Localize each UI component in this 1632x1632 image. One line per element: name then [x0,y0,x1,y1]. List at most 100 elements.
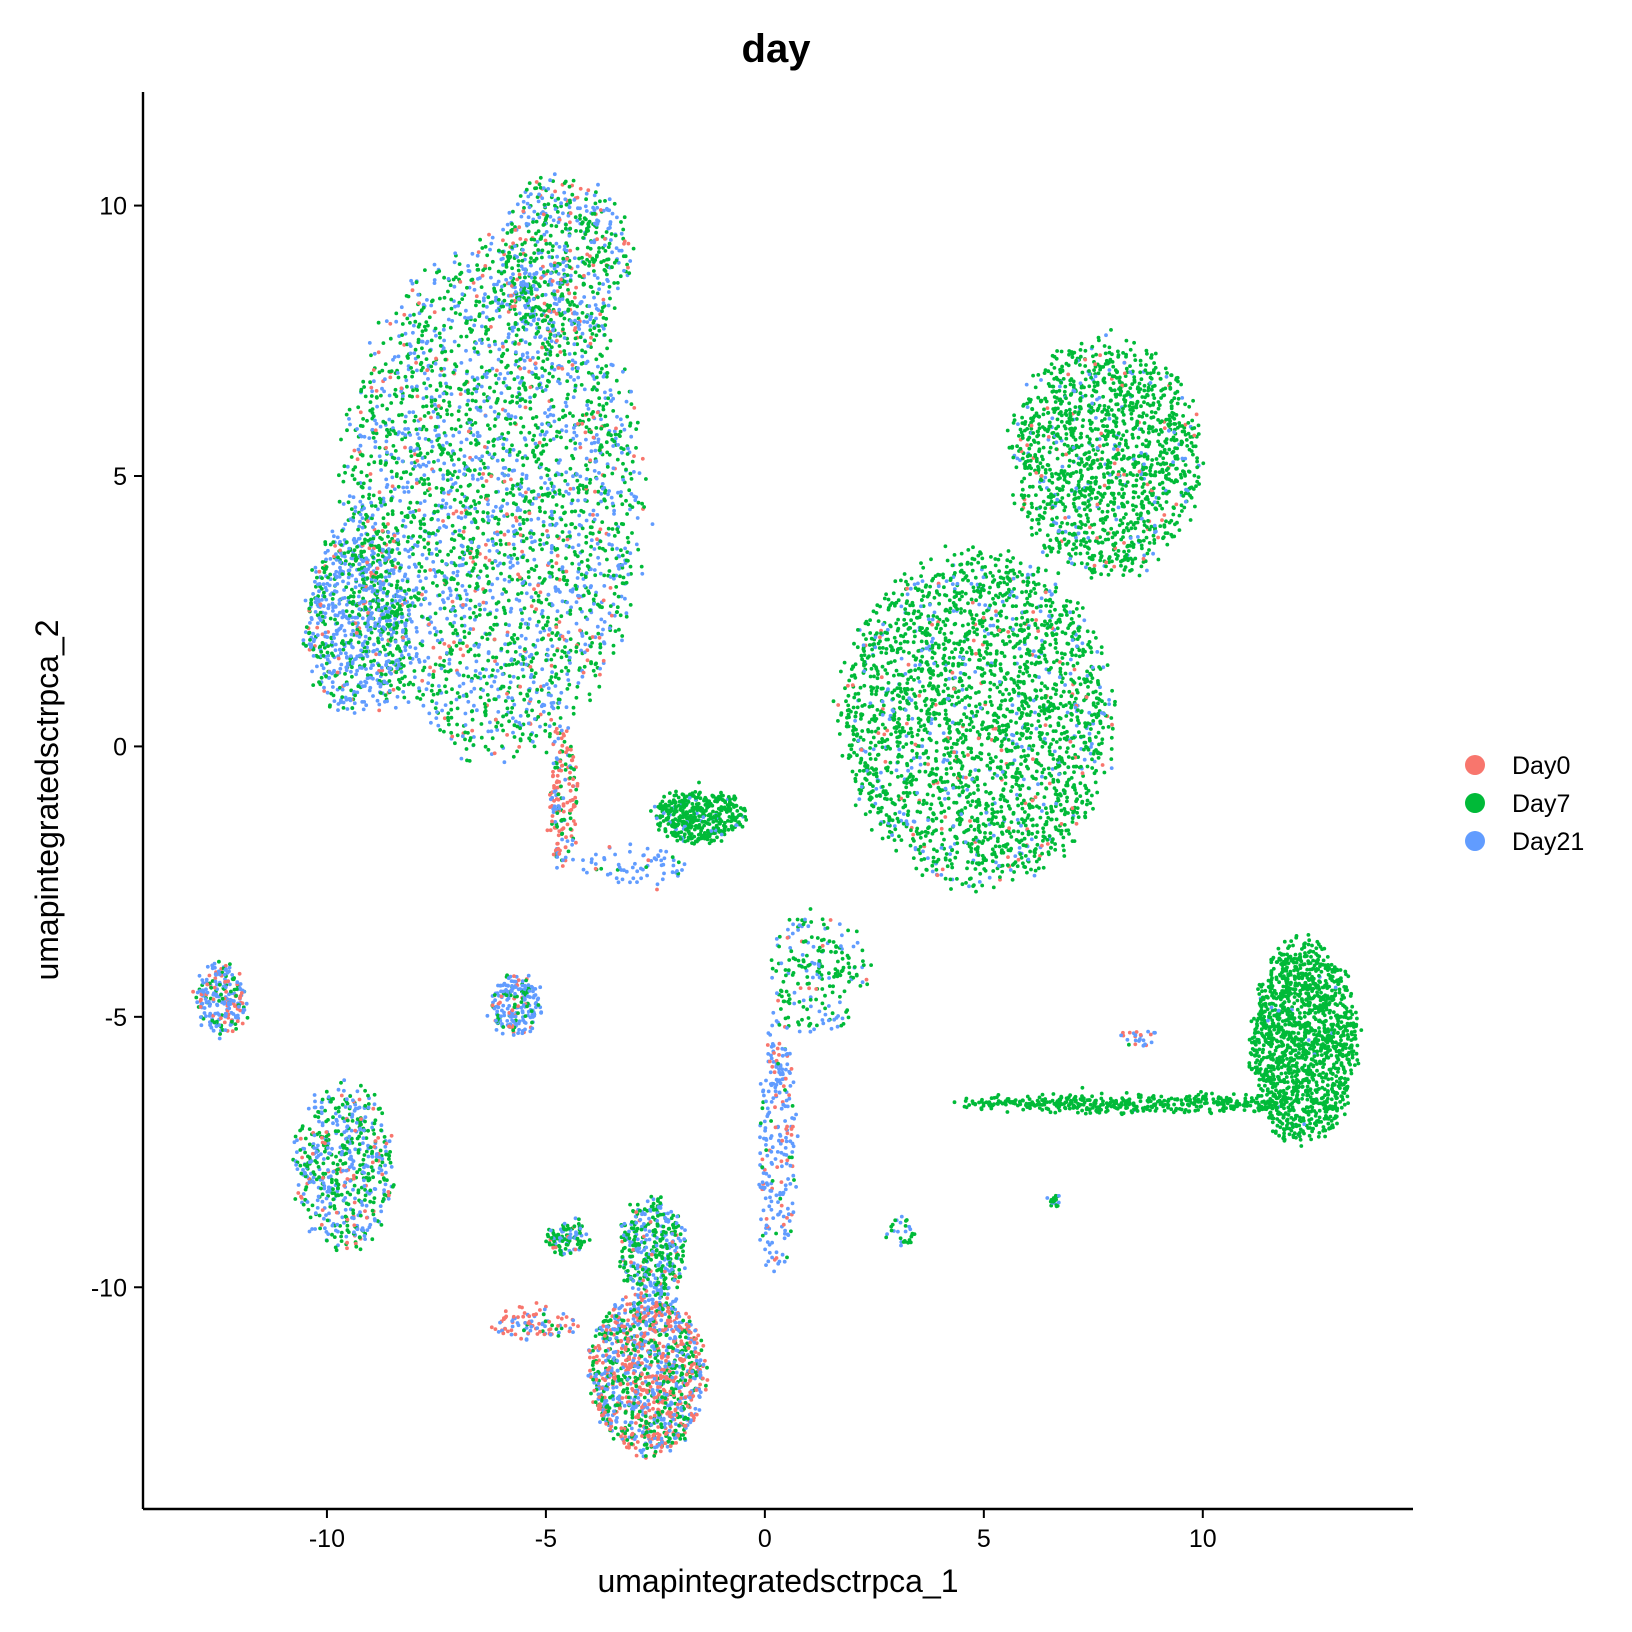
data-point-day21 [434,333,438,338]
data-point-day7 [396,644,400,649]
data-point-day7 [448,650,453,655]
data-point-day21 [356,594,361,599]
data-point-day21 [416,463,421,468]
data-point-day7 [511,209,515,214]
data-point-day21 [482,298,486,303]
data-point-day7 [523,291,528,295]
data-point-day7 [602,333,607,337]
data-point-day21 [463,588,468,593]
data-point-day21 [309,617,314,622]
data-point-day7 [567,359,571,364]
data-point-day0 [557,620,562,624]
data-point-day7 [390,660,395,665]
data-point-day7 [475,267,480,272]
data-point-day21 [580,331,585,336]
data-point-day7 [516,592,520,596]
data-point-day21 [421,703,426,708]
data-point-day21 [397,598,402,603]
data-point-day7 [592,211,597,216]
data-point-day21 [414,586,419,590]
data-point-day7 [406,356,410,360]
data-point-day21 [587,304,592,309]
data-point-day7 [466,468,470,472]
data-point-day7 [1109,747,1114,751]
data-point-day21 [444,525,449,529]
data-point-day7 [528,546,533,550]
data-point-day7 [577,666,582,670]
data-point-day7 [466,674,471,679]
data-point-day7 [362,581,366,585]
data-point-day7 [359,387,364,392]
data-point-day7 [600,305,605,310]
data-point-day21 [469,689,474,694]
data-point-day7 [516,268,521,273]
data-point-day0 [373,428,378,433]
data-point-day7 [449,730,454,735]
data-point-day21 [524,221,529,226]
data-point-day7 [408,500,413,505]
data-point-day7 [568,608,573,613]
data-point-day21 [506,529,511,534]
data-point-day21 [599,617,604,622]
data-point-day7 [591,597,596,602]
data-point-day7 [478,569,483,574]
data-point-day7 [416,340,421,345]
data-point-day21 [560,297,565,301]
data-point-day7 [579,383,584,387]
data-point-day7 [592,260,596,264]
data-point-day0 [429,415,433,420]
data-point-day7 [560,649,565,653]
data-point-day7 [624,614,629,619]
data-point-day21 [450,319,455,323]
data-point-day21 [466,316,471,320]
data-point-day7 [603,414,608,419]
data-point-day21 [475,384,480,389]
data-point-day21 [474,659,479,664]
data-point-day7 [571,178,576,183]
data-point-day7 [537,505,542,510]
data-point-day21 [640,571,645,576]
data-point-day7 [528,400,532,404]
data-point-day7 [988,687,993,692]
data-point-day7 [577,487,581,492]
data-point-day7 [391,604,395,608]
data-point-day0 [502,479,507,484]
data-point-day21 [376,681,381,686]
data-point-day21 [495,282,499,287]
data-point-day21 [562,336,567,340]
data-point-day21 [484,315,489,320]
data-point-day21 [603,390,607,395]
data-point-day7 [361,417,365,421]
data-point-day7 [593,673,598,678]
data-point-day7 [564,202,569,207]
data-point-day21 [572,311,577,316]
data-point-day21 [472,287,477,292]
data-point-day7 [502,437,506,441]
data-point-day7 [528,260,533,265]
data-point-day21 [577,523,582,527]
data-point-day0 [580,421,585,426]
data-point-day21 [413,464,417,469]
data-point-day7 [539,452,544,456]
data-point-day21 [467,606,472,611]
data-point-day21 [463,723,468,727]
data-point-day21 [547,407,551,412]
data-point-day21 [303,598,308,603]
data-point-day7 [545,473,550,478]
data-point-day7 [455,691,460,695]
data-point-day7 [429,449,434,454]
data-point-day7 [408,449,413,454]
data-point-day21 [418,579,423,583]
data-point-day0 [559,277,563,282]
data-point-day21 [334,552,338,556]
data-point-day0 [539,276,543,280]
data-point-day7 [359,566,364,570]
data-point-day0 [575,195,580,200]
data-point-day7 [315,575,319,580]
data-point-day21 [367,616,372,620]
data-point-day7 [424,427,429,432]
data-point-day0 [501,344,505,349]
data-point-day7 [436,569,440,574]
data-point-day7 [463,730,468,735]
